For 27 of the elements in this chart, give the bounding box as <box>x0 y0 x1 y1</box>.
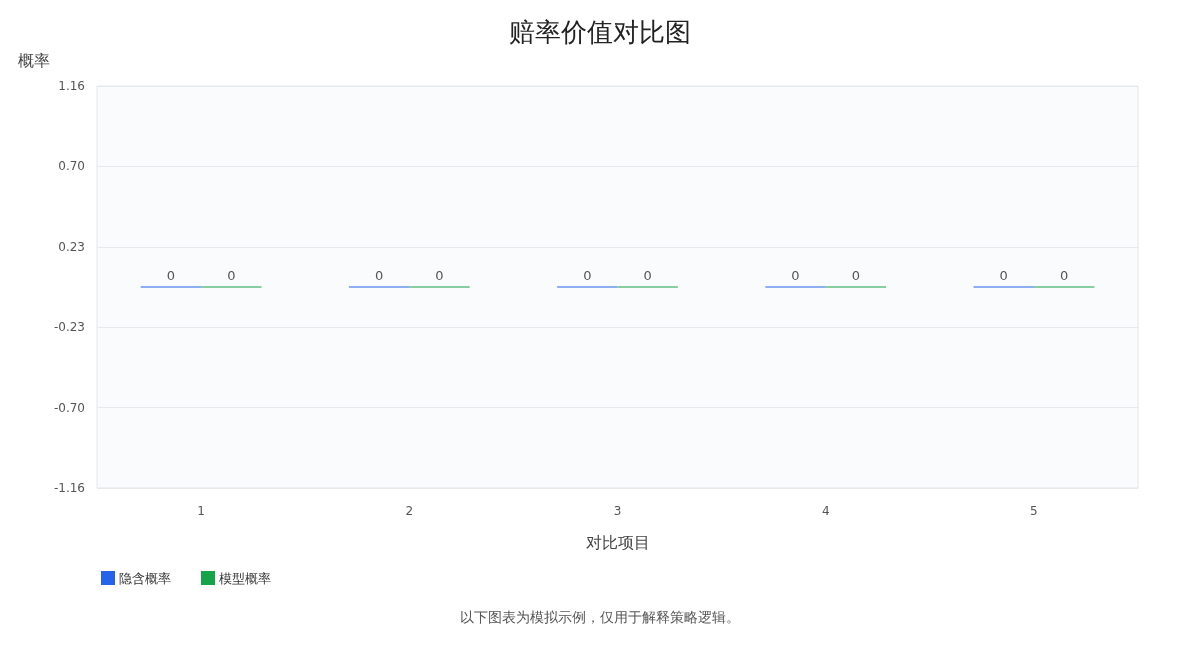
y-tick-label: -0.70 <box>53 400 85 415</box>
y-tick-label: -0.23 <box>53 320 85 335</box>
y-tick-label: 0.70 <box>58 159 85 174</box>
x-tick-label: 2 <box>405 504 414 518</box>
data-label: 0 <box>583 268 592 284</box>
x-tick-label: 5 <box>1030 504 1038 518</box>
y-axis-title: 概率 <box>18 50 50 70</box>
data-label: 0 <box>999 268 1008 284</box>
data-label: 0 <box>435 268 444 284</box>
chart-title: 赔率价值对比图 <box>509 17 691 47</box>
y-tick-label: 0.23 <box>58 239 85 254</box>
x-tick-label: 3 <box>613 504 622 518</box>
y-tick-label: -1.16 <box>53 481 85 495</box>
data-label: 0 <box>643 268 652 284</box>
data-label: 0 <box>374 268 384 284</box>
text: 以下图表为模拟示例，仅用于解释策略逻辑。 <box>460 609 740 625</box>
x-tick-label: 1 <box>197 504 205 518</box>
data-label: 0 <box>166 268 176 284</box>
x-axis-title: 对比项目 <box>585 532 650 552</box>
data-label: 0 <box>791 268 800 284</box>
data-label: 0 <box>851 268 861 284</box>
data-label: 0 <box>1059 268 1069 284</box>
y-tick-label: 1.16 <box>58 79 85 93</box>
legend-label: 模型概率 <box>219 570 271 586</box>
legend-label: 隐含概率 <box>119 570 171 586</box>
data-label: 0 <box>227 268 236 284</box>
x-tick-label: 4 <box>821 504 830 518</box>
